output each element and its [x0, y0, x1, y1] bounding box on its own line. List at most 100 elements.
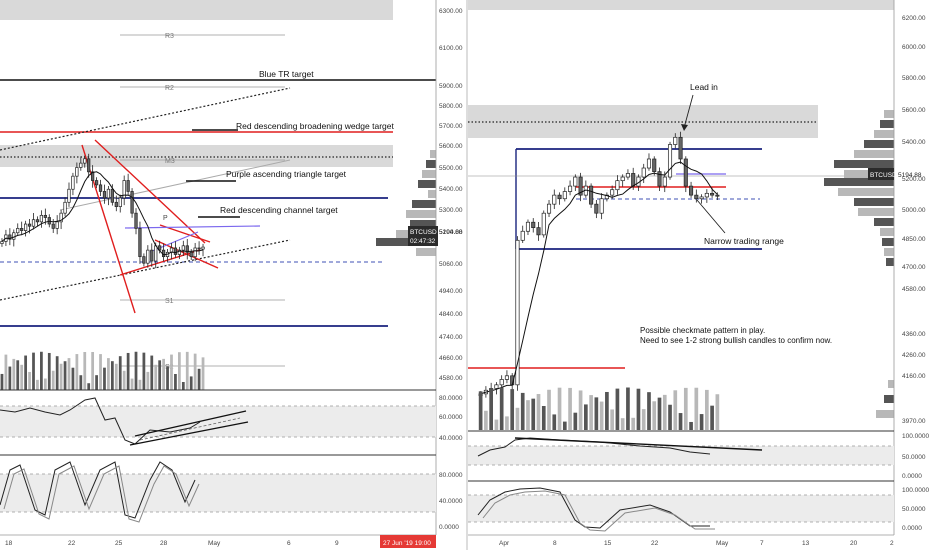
left-candles — [0, 153, 205, 269]
purple-triangle-target-label: Purple ascending triangle target — [226, 169, 347, 179]
left-candle-body — [59, 212, 63, 223]
left-last-price-value: 5194.88 — [439, 229, 463, 236]
left-stoch-band — [0, 474, 436, 512]
left-volume-bar — [20, 364, 24, 390]
left-volume-bar — [28, 371, 31, 390]
left-candle-body — [24, 223, 28, 231]
left-price-tick: 6300.00 — [439, 8, 463, 15]
right-time-label: 15 — [604, 540, 612, 547]
left-volume-bar — [158, 360, 162, 390]
right-last-price-symbol: BTCUSD — [870, 172, 897, 179]
left-volume-bar — [0, 373, 4, 390]
right-volume-profile-bar — [876, 410, 894, 418]
right-price-tick: 5800.00 — [902, 75, 926, 82]
right-time-label: 2 — [890, 540, 894, 547]
right-volume-bar — [678, 413, 683, 430]
lead-in-arrow — [683, 94, 694, 129]
left-volume-profile-bar — [426, 160, 436, 168]
right-volume-bar — [631, 417, 636, 430]
right-volume-bar — [610, 409, 614, 430]
left-candle-body — [63, 201, 67, 214]
right-price-tick: 6000.00 — [902, 44, 926, 51]
pivot-r3-label: R3 — [165, 33, 174, 40]
right-candle-body — [689, 185, 694, 196]
right-volume-bar — [520, 392, 525, 430]
right-volume-bar — [494, 419, 499, 430]
left-volume-bar — [99, 354, 102, 390]
right-volume-bar — [605, 391, 609, 430]
left-volume-bar — [67, 358, 71, 390]
left-candle-body — [181, 245, 185, 251]
left-volume-bar — [197, 368, 201, 390]
right-stoch-tick-0: 0.0000 — [902, 525, 922, 532]
left-volume-bar — [130, 378, 134, 390]
left-lower-dotted-trend — [0, 239, 291, 301]
left-volume — [0, 351, 205, 390]
left-price-tick: 6100.00 — [439, 45, 463, 52]
right-volume-bar — [699, 414, 704, 430]
left-volume-bar — [71, 367, 75, 390]
left-volume-bar — [122, 370, 126, 390]
left-resistance-zone — [0, 145, 393, 167]
pivot-r2-label: R2 — [165, 85, 174, 92]
left-volume-bar — [154, 364, 158, 390]
right-volume-bar — [489, 388, 493, 430]
right-volume-profile-bar — [880, 228, 894, 236]
right-volume-bar — [673, 390, 678, 430]
left-volume-bar — [32, 352, 35, 390]
right-volume-bar — [694, 387, 699, 430]
right-volume-bar — [715, 394, 720, 430]
right-volume-bar — [510, 389, 515, 430]
left-chart: R3 R2 M3 P S1 S2 Blue TR target Red desc… — [0, 0, 463, 550]
left-price-tick: 5600.00 — [439, 143, 463, 150]
right-stoch-band — [468, 495, 894, 522]
right-volume-bar — [584, 404, 588, 430]
left-time-label: 6 — [287, 540, 291, 547]
right-volume-bar — [705, 389, 709, 430]
left-candle-body — [193, 247, 197, 258]
channel-lower-line — [154, 239, 219, 269]
right-last-price-badge — [868, 168, 894, 180]
right-volume-profile-bar — [838, 188, 894, 196]
right-volume-profile-bar — [854, 198, 894, 206]
left-volume-bar — [4, 354, 8, 390]
left-candle-body — [197, 247, 201, 250]
right-candle-body — [662, 176, 667, 187]
right-candle-body — [562, 191, 567, 200]
left-volume-bar — [59, 363, 63, 390]
left-volume-bar — [83, 352, 87, 390]
right-last-price-value: 5194.88 — [898, 172, 922, 179]
left-time-label: 25 — [115, 540, 123, 547]
left-candle-body — [0, 241, 4, 244]
right-volume-bar — [478, 391, 483, 430]
red-channel-target-label: Red descending channel target — [220, 205, 338, 215]
right-time-axis: Apr 8 15 22 May 7 13 20 2 — [499, 540, 894, 547]
right-volume-bar — [683, 387, 688, 430]
left-candle-body — [27, 223, 32, 227]
right-volume-bar — [552, 414, 557, 430]
right-volume-profile-bar — [874, 218, 894, 226]
left-price-tick: 5900.00 — [439, 83, 463, 90]
right-volume-bar — [657, 397, 662, 430]
rsi-divergence-line — [514, 437, 763, 451]
right-volume — [478, 387, 720, 430]
left-price-tick: 5200.00 — [439, 229, 463, 236]
right-volume-bar — [578, 390, 583, 430]
left-time-label: 22 — [68, 540, 76, 547]
right-candle-body — [615, 180, 620, 191]
left-time-label: 9 — [335, 540, 339, 547]
right-volume-profile-bar — [834, 160, 894, 168]
right-candle-body — [557, 194, 562, 200]
left-candle-body — [114, 201, 118, 207]
left-stoch-d-line — [3, 465, 200, 523]
left-volume-bar — [107, 358, 110, 390]
left-candle-body — [106, 188, 111, 199]
left-candle-body — [16, 228, 20, 234]
right-candle-body — [520, 230, 525, 241]
left-candle-body — [173, 247, 178, 255]
right-volume-bar — [568, 387, 572, 430]
right-time-label: 13 — [802, 540, 810, 547]
left-volume-bar — [12, 358, 16, 390]
right-price-tick: 5200.00 — [902, 176, 926, 183]
checkmate-note-1: Possible checkmate pattern in play. — [640, 326, 765, 335]
